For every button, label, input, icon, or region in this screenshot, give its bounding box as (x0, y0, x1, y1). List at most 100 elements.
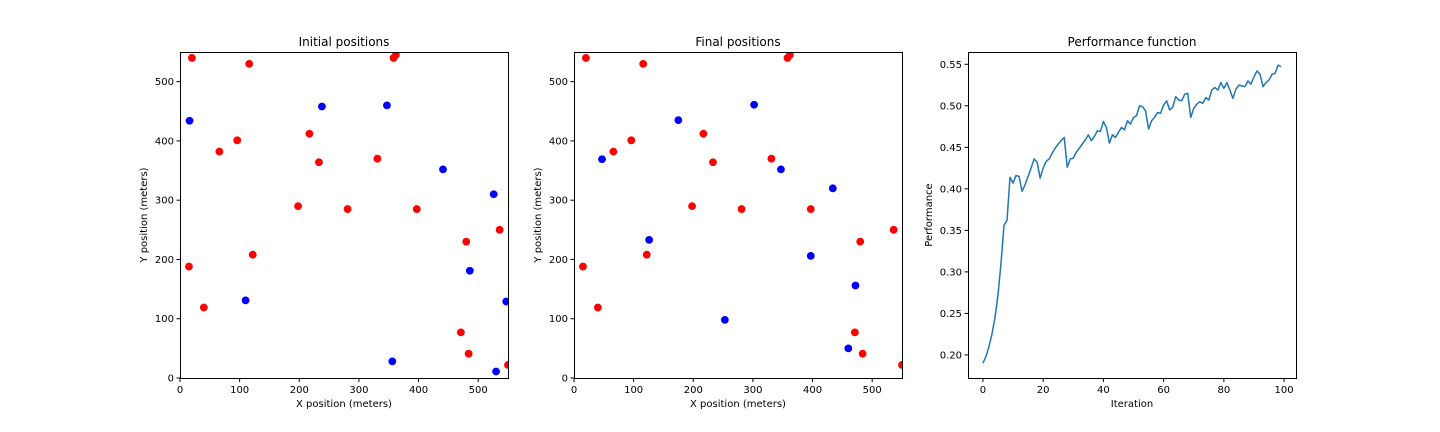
y-tick-label: 400 (549, 136, 568, 147)
plot-area (579, 52, 902, 369)
x-tick-label: 100 (230, 385, 249, 396)
y-tick-label: 0.25 (940, 309, 962, 320)
y-tick-label: 0 (168, 374, 174, 385)
chart-title: Final positions (695, 35, 780, 49)
axes-frame (180, 52, 509, 379)
data-point-s0-12 (856, 237, 865, 246)
data-point-s1-6 (502, 297, 508, 306)
y-axis-label: Y position (meters) (533, 167, 544, 263)
x-tick-label: 500 (863, 385, 882, 396)
chart-panel-3: 0 20 40 60 80 100 0.20 0.25 0.30 0.35 0.40 0.45 0.50… (924, 35, 1297, 410)
data-point-s0-4 (627, 136, 636, 145)
data-point-s1-9 (492, 367, 500, 376)
plot-area (982, 64, 1282, 364)
y-tick-label: 500 (155, 77, 174, 88)
data-point-s0-17 (850, 328, 859, 337)
chart-panel-2: 0 100 200 300 400 500 0 100 200 300 400 500 Final po… (533, 35, 903, 410)
x-tick-label: 80 (1217, 385, 1230, 396)
data-point-s1-1 (674, 116, 683, 125)
x-tick-label: 60 (1157, 385, 1170, 396)
y-tick-label: 0.20 (940, 350, 962, 361)
data-point-s0-0 (582, 54, 590, 62)
y-tick-label: 0.40 (940, 184, 962, 195)
y-tick-label: 0.45 (940, 143, 962, 154)
y-axis-label: Performance (924, 183, 935, 246)
data-point-s1-3 (777, 165, 785, 174)
data-point-s0-9 (688, 202, 696, 211)
y-tick-label: 300 (549, 196, 568, 207)
data-point-s0-13 (495, 225, 504, 234)
data-point-s0-11 (412, 205, 421, 213)
chart-panel-1: 0 100 200 300 400 500 0 100 200 300 400 500 Initial … (139, 35, 509, 410)
y-axis-label: Y position (meters) (139, 167, 150, 263)
data-point-s0-10 (343, 205, 352, 213)
data-point-s0-16 (593, 303, 602, 312)
data-point-s1-5 (465, 266, 474, 275)
data-point-s1-2 (383, 101, 391, 110)
x-axis-label: X position (meters) (296, 399, 392, 410)
y-tick-label: 0.35 (940, 226, 962, 237)
data-point-s0-3 (391, 52, 400, 59)
data-point-s0-15 (642, 250, 651, 259)
data-point-s1-3 (439, 165, 447, 174)
data-point-s0-9 (294, 202, 302, 211)
y-tick-label: 0.55 (940, 60, 962, 71)
y-tick-label: 400 (155, 136, 174, 147)
x-tick-label: 200 (290, 385, 309, 396)
data-point-s1-0 (598, 155, 606, 164)
data-point-s1-4 (489, 190, 498, 199)
x-tick-label: 400 (803, 385, 822, 396)
data-point-s1-7 (851, 281, 860, 290)
data-point-s0-8 (767, 154, 776, 163)
data-point-s1-5 (645, 235, 654, 244)
data-point-s0-14 (579, 262, 587, 271)
x-tick-label: 300 (349, 385, 368, 396)
x-tick-label: 0 (980, 385, 986, 396)
x-axis-label: Iteration (1111, 399, 1153, 410)
chart-title: Initial positions (299, 35, 390, 49)
chart-title: Performance function (1068, 35, 1197, 49)
data-point-s1-6 (806, 251, 815, 260)
x-tick-label: 20 (1037, 385, 1050, 396)
axes-frame (968, 52, 1297, 379)
series-line-0 (982, 64, 1282, 364)
x-tick-label: 0 (177, 385, 183, 396)
axes-frame (574, 52, 903, 379)
data-point-s0-7 (709, 158, 717, 167)
plot-area (185, 52, 508, 376)
data-point-s0-4 (233, 136, 242, 145)
data-point-s0-6 (699, 129, 708, 138)
data-point-s0-16 (199, 303, 208, 312)
y-tick-label: 200 (155, 255, 174, 266)
data-point-s0-12 (462, 237, 471, 246)
x-tick-label: 40 (1097, 385, 1110, 396)
y-tick-label: 0.50 (940, 101, 962, 112)
data-point-s0-19 (898, 361, 902, 369)
data-point-s0-5 (609, 147, 618, 156)
data-point-s1-1 (318, 102, 326, 111)
data-point-s1-4 (828, 184, 837, 193)
y-tick-label: 100 (155, 314, 174, 325)
data-point-s0-8 (373, 154, 382, 163)
data-point-s0-17 (456, 328, 465, 337)
data-point-s0-18 (464, 349, 473, 358)
y-tick-label: 200 (549, 255, 568, 266)
data-point-s0-0 (188, 54, 196, 62)
y-tick-label: 300 (155, 196, 174, 207)
data-point-s0-11 (806, 205, 815, 213)
data-point-s1-0 (185, 116, 194, 125)
x-tick-label: 200 (684, 385, 703, 396)
data-point-s0-1 (245, 59, 254, 68)
x-tick-label: 0 (571, 385, 577, 396)
data-point-s0-10 (737, 205, 746, 213)
data-point-s1-2 (750, 100, 758, 109)
data-point-s1-8 (720, 316, 729, 324)
y-tick-label: 0 (562, 374, 568, 385)
x-axis-label: X position (meters) (690, 399, 786, 410)
x-tick-label: 400 (409, 385, 428, 396)
x-tick-label: 100 (624, 385, 643, 396)
x-tick-label: 500 (469, 385, 488, 396)
data-point-s1-7 (241, 296, 250, 305)
y-tick-label: 0.30 (940, 267, 962, 278)
